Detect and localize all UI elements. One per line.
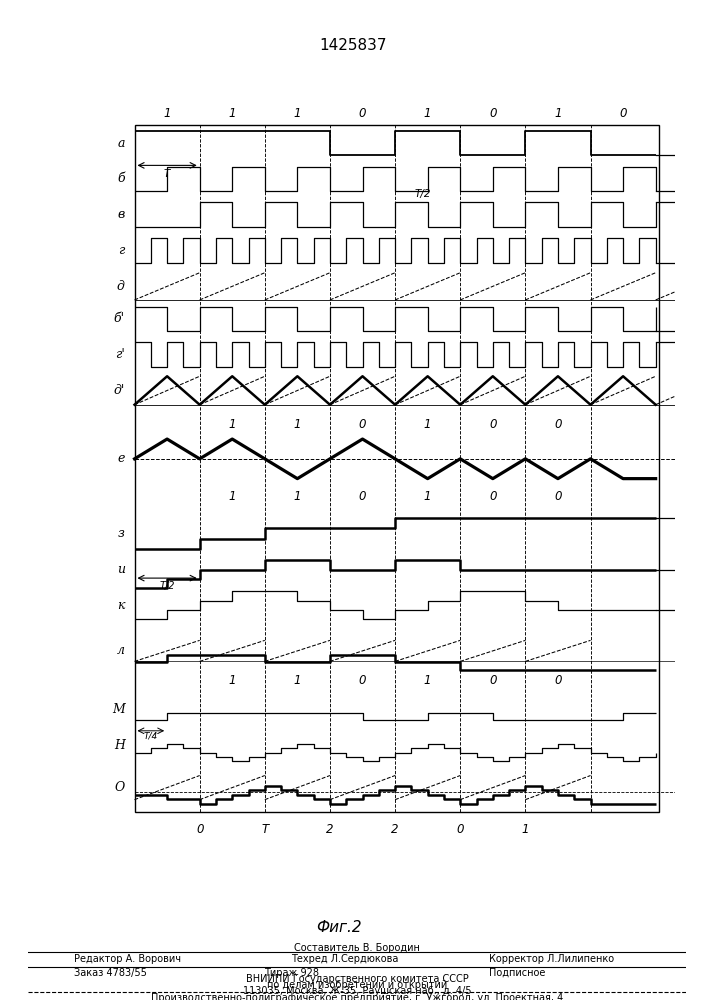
Text: и: и — [117, 563, 124, 576]
Text: Техред Л.Сердюкова: Техред Л.Сердюкова — [291, 954, 399, 964]
Text: в: в — [117, 208, 124, 221]
Text: Корректор Л.Лилипенко: Корректор Л.Лилипенко — [489, 954, 614, 964]
Text: 0: 0 — [358, 674, 366, 687]
Text: T/4: T/4 — [144, 731, 158, 740]
Text: г: г — [118, 244, 124, 257]
Text: 0: 0 — [554, 418, 561, 431]
Text: 1: 1 — [522, 823, 529, 836]
Text: T: T — [262, 823, 269, 836]
Bar — [134, 125, 659, 812]
Text: 1: 1 — [228, 418, 236, 431]
Text: 1: 1 — [293, 107, 301, 120]
Text: г': г' — [115, 348, 124, 361]
Text: Н: Н — [114, 739, 124, 752]
Text: з: з — [118, 527, 124, 540]
Text: 0: 0 — [489, 418, 496, 431]
Text: Тираж 928: Тираж 928 — [264, 968, 319, 978]
Text: 1425837: 1425837 — [320, 37, 387, 52]
Text: б': б' — [114, 312, 124, 325]
Text: 1: 1 — [228, 107, 236, 120]
Text: 0: 0 — [489, 674, 496, 687]
Text: 0: 0 — [489, 490, 496, 503]
Text: 0: 0 — [457, 823, 464, 836]
Text: 1: 1 — [163, 107, 171, 120]
Text: 1: 1 — [293, 490, 301, 503]
Text: 0: 0 — [619, 107, 627, 120]
Text: Фиг.2: Фиг.2 — [317, 920, 362, 934]
Text: Редактор А. Ворович: Редактор А. Ворович — [74, 954, 181, 964]
Text: 0: 0 — [358, 490, 366, 503]
Text: по делам изобретений и открытий: по делам изобретений и открытий — [267, 980, 447, 990]
Text: д': д' — [114, 384, 124, 397]
Text: T/2: T/2 — [159, 581, 175, 591]
Text: 1: 1 — [424, 674, 431, 687]
Text: 0: 0 — [358, 107, 366, 120]
Text: 1: 1 — [424, 107, 431, 120]
Text: Подписное: Подписное — [489, 968, 545, 978]
Text: к: к — [117, 599, 124, 612]
Text: T/2: T/2 — [414, 189, 431, 199]
Text: л: л — [117, 644, 124, 657]
Text: 1: 1 — [424, 418, 431, 431]
Text: 0: 0 — [196, 823, 204, 836]
Text: 1: 1 — [228, 490, 236, 503]
Text: б: б — [117, 172, 124, 185]
Text: 0: 0 — [358, 418, 366, 431]
Text: 2: 2 — [326, 823, 334, 836]
Text: е: е — [117, 452, 124, 465]
Text: Производственно-полиграфическое предприятие, г. Ужгород, ул. Проектная, 4: Производственно-полиграфическое предприя… — [151, 993, 563, 1000]
Text: 0: 0 — [554, 490, 561, 503]
Text: 1: 1 — [293, 418, 301, 431]
Text: М: М — [112, 703, 124, 716]
Text: ВНИИПИ Государственного комитета СССР: ВНИИПИ Государственного комитета СССР — [245, 974, 469, 984]
Text: Составитель В. Бородин: Составитель В. Бородин — [294, 943, 420, 953]
Text: a: a — [117, 137, 124, 150]
Text: д: д — [117, 280, 124, 293]
Text: Заказ 4783/55: Заказ 4783/55 — [74, 968, 147, 978]
Text: О: О — [115, 781, 124, 794]
Text: 1: 1 — [293, 674, 301, 687]
Text: 113035, Москва, Ж-35, Раушская наб., д. 4/5: 113035, Москва, Ж-35, Раушская наб., д. … — [243, 986, 472, 996]
Text: 0: 0 — [554, 674, 561, 687]
Text: 1: 1 — [554, 107, 561, 120]
Text: 1: 1 — [228, 674, 236, 687]
Text: 2: 2 — [392, 823, 399, 836]
Text: 1: 1 — [424, 490, 431, 503]
Text: T: T — [164, 169, 170, 179]
Text: 0: 0 — [489, 107, 496, 120]
